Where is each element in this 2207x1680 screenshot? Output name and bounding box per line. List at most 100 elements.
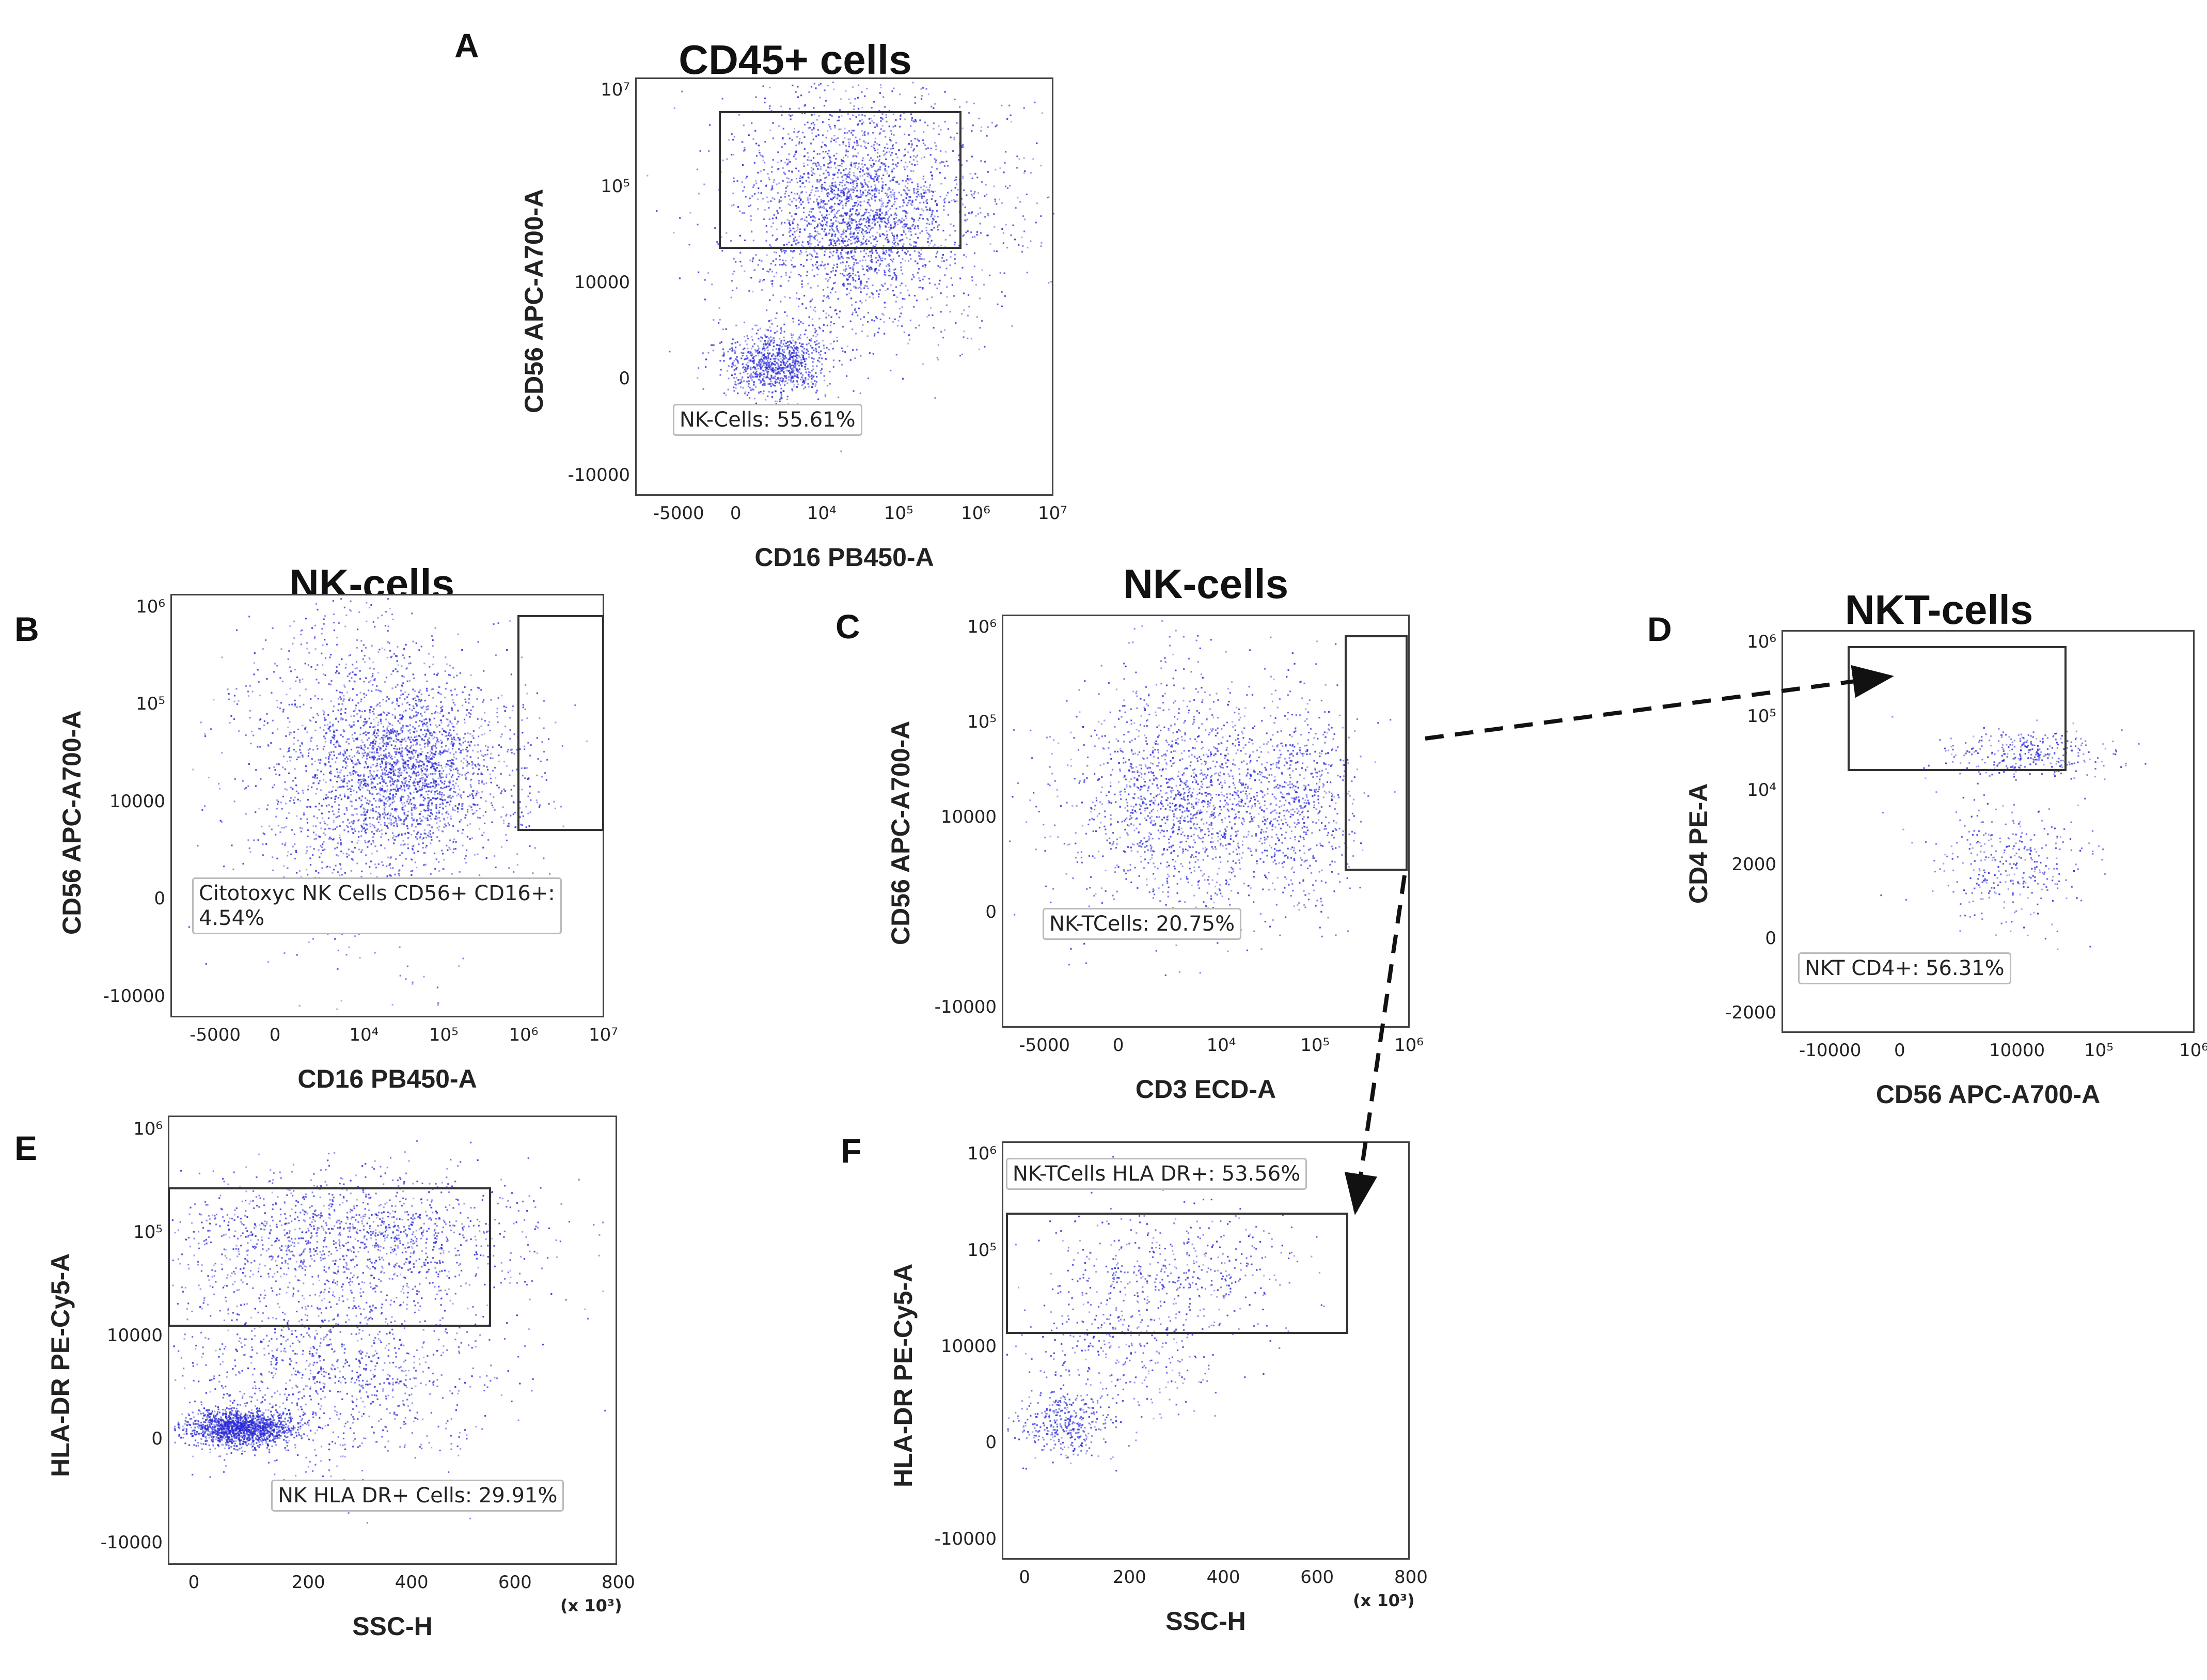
scatter-point [872, 227, 874, 229]
scatter-point [436, 742, 438, 744]
scatter-point [733, 390, 735, 392]
scatter-point [973, 102, 975, 104]
gate-a[interactable] [719, 111, 961, 249]
scatter-point [466, 811, 469, 813]
scatter-point [764, 343, 766, 346]
scatter-point [773, 179, 775, 181]
scatter-point [349, 755, 351, 757]
scatter-point [766, 343, 768, 345]
scatter-point [908, 228, 910, 230]
scatter-point [761, 155, 763, 157]
scatter-point [793, 368, 795, 370]
scatter-point [801, 384, 803, 386]
scatter-point [890, 191, 892, 193]
scatter-point [383, 818, 386, 820]
scatter-point [933, 122, 935, 124]
scatter-point [476, 698, 478, 700]
scatter-point [389, 780, 391, 782]
scatter-point [796, 181, 798, 183]
scatter-point [818, 360, 821, 363]
scatter-point [759, 372, 761, 374]
scatter-point [806, 274, 808, 277]
scatter-point [999, 272, 1001, 274]
scatter-point [936, 168, 938, 170]
scatter-point [934, 103, 936, 105]
scatter-point [745, 196, 747, 198]
scatter-point [742, 376, 744, 378]
scatter-point [802, 322, 804, 324]
scatter-point [840, 190, 842, 192]
scatter-point [895, 276, 897, 278]
scatter-point [854, 187, 856, 189]
scatter-point [848, 238, 850, 241]
scatter-point [369, 726, 371, 728]
scatter-point [922, 287, 924, 289]
scatter-point [853, 180, 855, 182]
scatter-point [816, 165, 818, 167]
scatter-point [445, 786, 447, 789]
scatter-point [897, 242, 899, 244]
scatter-point [445, 776, 447, 778]
scatter-point [763, 169, 765, 171]
scatter-point [905, 225, 907, 227]
scatter-point [453, 729, 455, 731]
scatter-point [849, 283, 851, 285]
scatter-point [862, 166, 864, 168]
scatter-point [815, 336, 817, 338]
scatter-point [372, 782, 374, 784]
scatter-point [834, 242, 836, 244]
scatter-point [963, 234, 965, 236]
scatter-point [745, 367, 747, 369]
scatter-point [462, 844, 464, 846]
scatter-point [731, 205, 733, 207]
scatter-point [800, 192, 802, 194]
scatter-point [820, 350, 822, 352]
scatter-point [979, 327, 981, 329]
scatter-point [963, 309, 965, 311]
scatter-point [399, 788, 401, 790]
scatter-point [376, 850, 378, 852]
scatter-point [795, 359, 797, 361]
scatter-point [764, 350, 766, 352]
scatter-point [742, 363, 744, 365]
scatter-point [846, 224, 848, 226]
scatter-point [910, 258, 912, 260]
scatter-point [425, 791, 428, 793]
scatter-point [739, 210, 741, 212]
scatter-point [874, 137, 877, 139]
scatter-point [900, 118, 902, 120]
scatter-point [772, 294, 775, 296]
scatter-point [964, 219, 966, 222]
scatter-point [416, 791, 418, 793]
scatter-point [815, 391, 817, 394]
scatter-point [415, 751, 417, 753]
scatter-point [748, 391, 750, 394]
scatter-point [429, 734, 431, 736]
scatter-point [853, 238, 855, 240]
scatter-point [807, 368, 809, 370]
scatter-point [800, 198, 802, 200]
scatter-point [908, 161, 911, 163]
scatter-point [843, 161, 845, 163]
scatter-point [770, 280, 773, 282]
scatter-point [853, 286, 855, 288]
scatter-point [856, 185, 858, 188]
scatter-point [746, 343, 748, 346]
scatter-point [1021, 237, 1023, 239]
scatter-point [427, 751, 429, 754]
scatter-point [857, 226, 860, 228]
scatter-point [359, 727, 361, 729]
scatter-point [855, 301, 857, 303]
scatter-point [424, 782, 426, 784]
scatter-point [806, 255, 808, 257]
scatter-point [822, 245, 824, 247]
scatter-point [830, 198, 832, 200]
scatter-point [890, 154, 892, 156]
scatter-point [793, 366, 795, 368]
scatter-point [861, 160, 863, 162]
scatter-point [430, 818, 432, 820]
scatter-point [927, 93, 929, 96]
scatter-point [848, 196, 850, 198]
scatter-point [417, 712, 419, 714]
scatter-point [751, 230, 753, 232]
